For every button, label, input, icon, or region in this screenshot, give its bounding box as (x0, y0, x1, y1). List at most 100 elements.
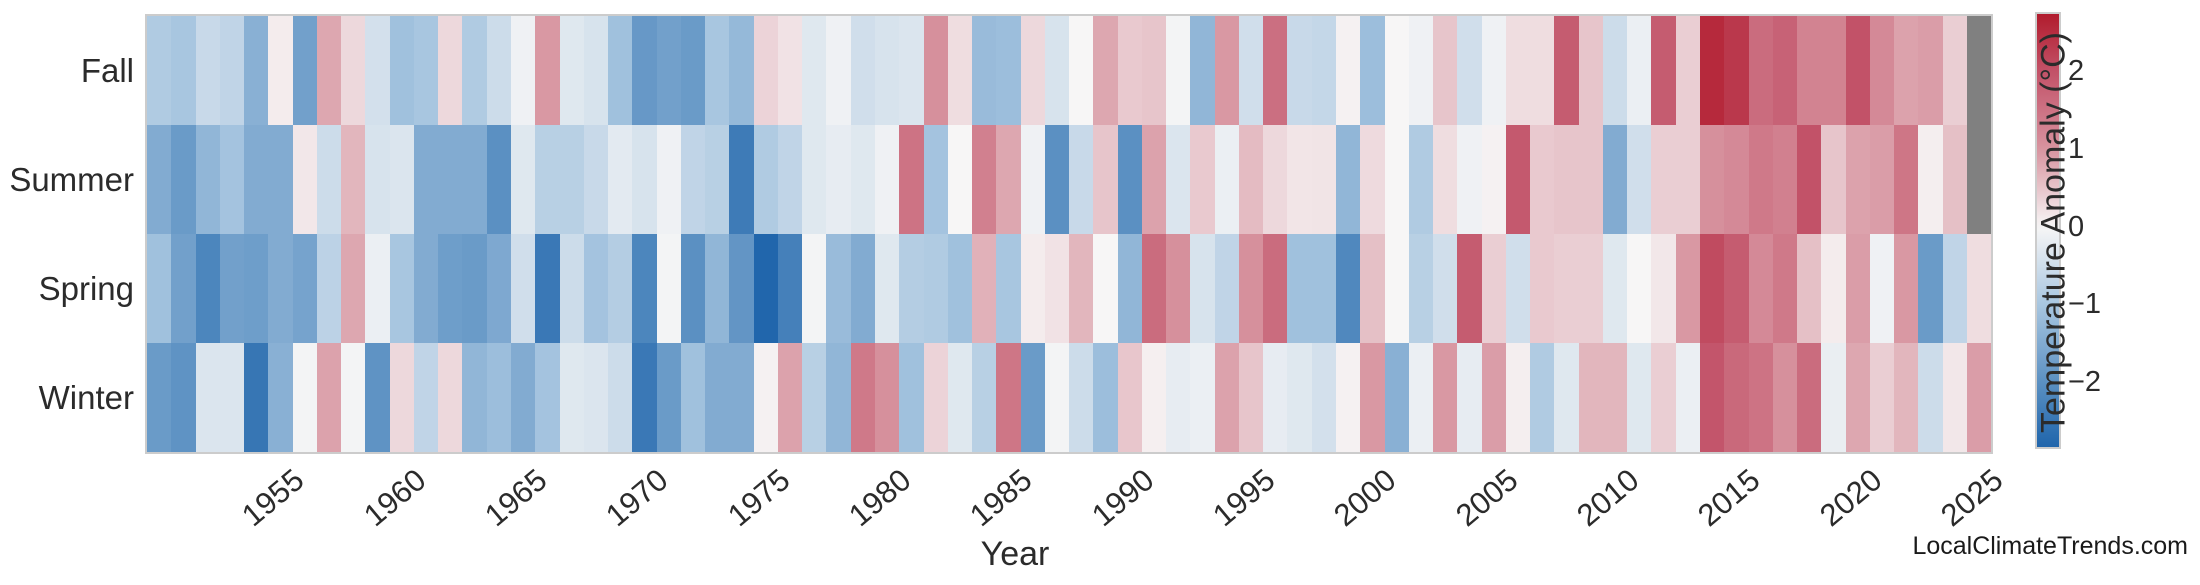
heatmap-cell (1724, 16, 1749, 125)
heatmap-cell (510, 16, 536, 125)
heatmap-cell (656, 125, 681, 234)
heatmap-cell (462, 343, 487, 452)
heatmap-cell (1336, 125, 1361, 234)
heatmap-cell (1117, 125, 1142, 234)
heatmap-cell (219, 343, 245, 452)
heatmap-cell (389, 343, 414, 452)
heatmap-cell (1554, 16, 1579, 125)
heatmap-cell (1433, 16, 1458, 125)
heatmap-cell (1530, 343, 1555, 452)
heatmap-cell (1845, 125, 1870, 234)
heatmap-cell (1311, 343, 1337, 452)
heatmap-cell (1772, 343, 1798, 452)
heatmap-cell (365, 16, 390, 125)
heatmap-cell (583, 234, 609, 343)
heatmap-cell (1918, 125, 1943, 234)
heatmap-cell (1578, 16, 1603, 125)
heatmap-cell (147, 125, 172, 234)
heatmap-cell (1384, 125, 1409, 234)
heatmap-cell (632, 234, 657, 343)
heatmap-cell (1433, 234, 1458, 343)
heatmap-cell (1797, 343, 1822, 452)
heatmap-cell (195, 125, 220, 234)
heatmap-cell (899, 125, 924, 234)
row-label-fall: Fall (80, 51, 134, 89)
heatmap-cell (1287, 16, 1312, 125)
heatmap-cell (1263, 125, 1288, 234)
heatmap-cell (632, 16, 657, 125)
heatmap-row-spring (147, 234, 1992, 343)
heatmap-cell (1505, 343, 1531, 452)
heatmap-cell (874, 125, 900, 234)
heatmap-cell (705, 125, 730, 234)
heatmap-cell (1602, 16, 1628, 125)
heatmap-cell (1821, 234, 1846, 343)
heatmap-cell (559, 234, 584, 343)
heatmap-cell (899, 343, 924, 452)
heatmap-cell (486, 125, 511, 234)
heatmap-cell (1263, 16, 1288, 125)
heatmap-cell (535, 343, 560, 452)
heatmap-cell (413, 16, 439, 125)
heatmap-cell (438, 343, 463, 452)
heatmap-cell (1942, 125, 1967, 234)
heatmap-cell (947, 125, 973, 234)
heatmap-cell (729, 16, 754, 125)
heatmap-cell (195, 234, 220, 343)
heatmap-cell (1433, 125, 1458, 234)
x-tick-label: 1995 (1206, 462, 1282, 534)
heatmap-cell (1360, 234, 1385, 343)
colorbar-label: Temperature Anomaly (°C) (2034, 32, 2073, 433)
heatmap-cell (996, 125, 1021, 234)
heatmap-cell (1360, 125, 1385, 234)
heatmap-cell (1238, 125, 1264, 234)
heatmap-cell (147, 234, 172, 343)
heatmap-cell (438, 234, 463, 343)
heatmap-cell (171, 16, 196, 125)
heatmap-cell (1408, 16, 1434, 125)
heatmap-row-fall (147, 16, 1992, 125)
heatmap-cell (1190, 16, 1215, 125)
heatmap-cell (559, 343, 584, 452)
heatmap-cell (1530, 16, 1555, 125)
heatmap-cell (826, 125, 851, 234)
heatmap-cell (680, 16, 706, 125)
heatmap-cell (1457, 343, 1482, 452)
heatmap-cell (1214, 16, 1239, 125)
x-tick-label: 2000 (1327, 462, 1403, 534)
heatmap-cell (1942, 343, 1967, 452)
heatmap-cell (1069, 234, 1094, 343)
heatmap-row-summer (147, 125, 1992, 234)
heatmap-cell (1093, 343, 1118, 452)
heatmap-cell (341, 125, 366, 234)
heatmap-cell (413, 234, 439, 343)
heatmap-cell (1966, 343, 1992, 452)
heatmap-cell (656, 234, 681, 343)
heatmap-cell (1894, 343, 1919, 452)
heatmap-cell (1481, 16, 1506, 125)
x-tick-label: 1980 (842, 462, 918, 534)
heatmap-cell (899, 16, 924, 125)
heatmap-cell (1966, 125, 1992, 234)
heatmap-cell (680, 234, 706, 343)
heatmap-cell (341, 16, 366, 125)
heatmap-cell (1918, 16, 1943, 125)
heatmap-cell (462, 234, 487, 343)
heatmap-cell (1044, 125, 1070, 234)
heatmap-cell (1141, 125, 1167, 234)
heatmap-cell (462, 125, 487, 234)
heatmap-cell (1238, 16, 1264, 125)
heatmap-cell (608, 125, 633, 234)
heatmap-cell (268, 343, 293, 452)
heatmap-cell (1651, 125, 1676, 234)
heatmap-cell (802, 16, 827, 125)
x-tick-label: 2015 (1691, 462, 1767, 534)
heatmap-cell (292, 16, 317, 125)
heatmap-cell (1700, 125, 1725, 234)
heatmap-cell (608, 343, 633, 452)
heatmap-cell (365, 125, 390, 234)
heatmap-cell (1505, 234, 1531, 343)
heatmap-cell (316, 125, 342, 234)
heatmap-cell (1602, 234, 1628, 343)
heatmap-cell (923, 234, 948, 343)
